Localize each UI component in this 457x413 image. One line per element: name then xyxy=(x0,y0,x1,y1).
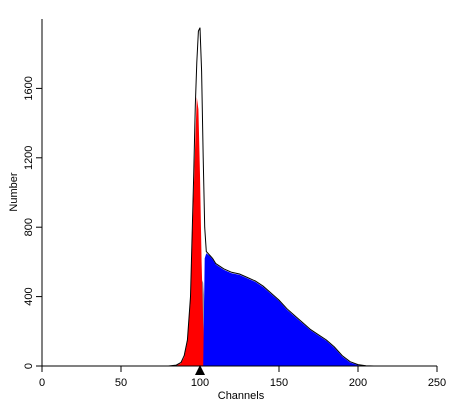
y-tick-label: 1200 xyxy=(23,146,35,170)
y-tick-label: 800 xyxy=(23,218,35,236)
y-tick-label: 1600 xyxy=(23,76,35,100)
line xyxy=(42,27,374,367)
marker xyxy=(195,365,205,375)
x-tick-label: 250 xyxy=(428,377,446,389)
x-tick-label: 50 xyxy=(115,377,127,389)
x-tick-label: 0 xyxy=(39,377,45,389)
x-tick-label: 200 xyxy=(349,377,367,389)
area xyxy=(42,253,374,366)
y-tick-label: 0 xyxy=(23,363,35,369)
y-tick-label: 400 xyxy=(23,287,35,305)
y-axis-label: Number xyxy=(8,172,20,211)
x-tick-label: 100 xyxy=(191,377,209,389)
x-tick-label: 150 xyxy=(270,377,288,389)
x-axis-label: Channels xyxy=(218,390,265,402)
